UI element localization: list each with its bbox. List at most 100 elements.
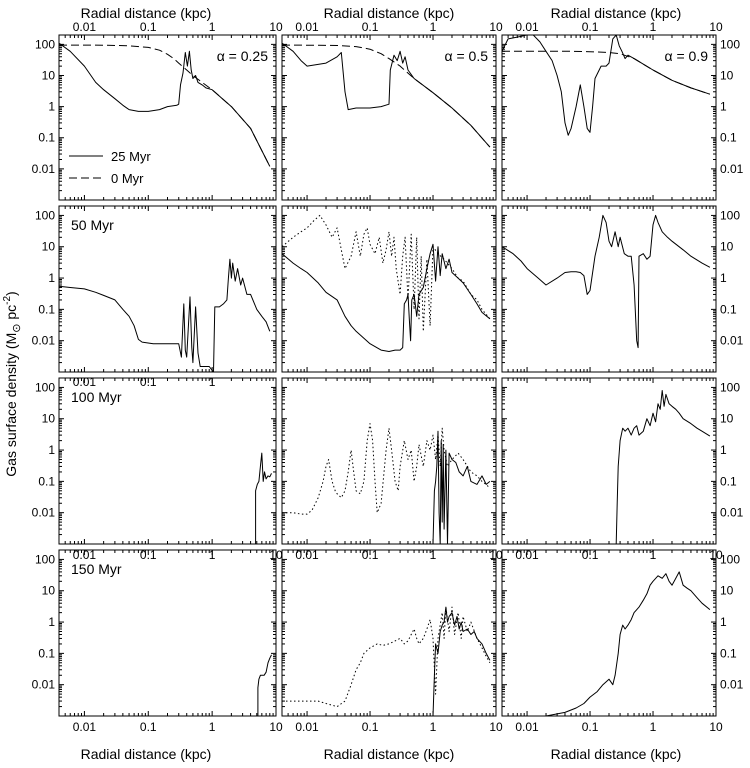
- y-tick-label: 1: [720, 100, 727, 114]
- x-tick-label: 0.01: [515, 720, 539, 734]
- x-tick-label: 10: [709, 20, 723, 34]
- panel-frame: [501, 377, 717, 545]
- y-tick-label: 1: [48, 443, 55, 457]
- y-tick-label: 0.01: [720, 678, 744, 692]
- top-xlabel-col-1: Radial distance (kpc): [324, 5, 455, 21]
- y-tick-label: 100: [35, 37, 55, 51]
- panel-r1-c1: [281, 205, 497, 373]
- y-tick-label: 0.01: [32, 678, 56, 692]
- legend-label: 0 Myr: [111, 171, 144, 186]
- series-line-solid: [432, 606, 491, 716]
- y-tick-label: 10: [720, 584, 734, 598]
- y-tick-label: 100: [720, 552, 740, 566]
- y-tick-label: 10: [42, 584, 56, 598]
- series-line-dashed: [282, 44, 491, 148]
- y-tick-label: 100: [720, 208, 740, 222]
- panel-frame: [281, 377, 497, 545]
- y-tick-label: 0.01: [720, 162, 744, 176]
- x-tick-label: 0.01: [295, 20, 319, 34]
- labels-layer: Radial distance (kpc) Radial distance (k…: [2, 5, 681, 762]
- y-tick-label: 10: [42, 68, 56, 82]
- ylabel-unit: pc: [3, 305, 19, 324]
- x-tick-label: 0.1: [362, 20, 379, 34]
- x-tick-label: 0.01: [73, 20, 97, 34]
- x-tick-label: 0.1: [582, 20, 599, 34]
- panel-frame: [281, 205, 497, 373]
- bottom-xlabel-col-0: Radial distance (kpc): [81, 746, 212, 762]
- series-line-solid: [59, 42, 271, 167]
- y-tick-label: 10: [720, 68, 734, 82]
- y-tick-label: 0.1: [720, 131, 737, 145]
- x-tick-label: 0.01: [515, 20, 539, 34]
- y-tick-label: 0.1: [720, 302, 737, 316]
- x-tick-label: 0.01: [73, 720, 97, 734]
- alpha-label: α = 0.9: [664, 48, 708, 64]
- series-line-solid: [257, 654, 272, 716]
- y-tick-label: 1: [720, 271, 727, 285]
- x-tick-label: 0.1: [140, 20, 157, 34]
- time-label: 100 Myr: [71, 389, 122, 405]
- y-tick-label: 1: [48, 615, 55, 629]
- x-tick-label: 10: [489, 720, 503, 734]
- series-line-dotted: [282, 423, 491, 515]
- y-tick-label: 10: [720, 240, 734, 254]
- x-tick-label: 0.1: [140, 720, 157, 734]
- ylabel-close: ): [3, 291, 19, 296]
- series-line-solid: [432, 430, 491, 544]
- x-tick-label: 10: [269, 720, 283, 734]
- panel-frame: [58, 34, 277, 201]
- y-tick-label: 100: [35, 380, 55, 394]
- x-tick-label: 1: [430, 20, 437, 34]
- series-line-solid: [282, 243, 491, 352]
- time-label: 150 Myr: [71, 561, 122, 577]
- top-xlabel-col-0: Radial distance (kpc): [81, 5, 212, 21]
- y-tick-label: 0.1: [720, 474, 737, 488]
- series-line-dashed: [59, 44, 271, 167]
- panel-frame: [58, 377, 277, 545]
- panel-frame: [501, 549, 717, 717]
- y-tick-label: 1: [720, 443, 727, 457]
- panel-r1-c2: 0.01 0.1 1 10 100: [501, 205, 744, 373]
- y-tick-label: 100: [720, 380, 740, 394]
- y-tick-label: 0.1: [38, 474, 55, 488]
- y-tick-label: 0.01: [720, 334, 744, 348]
- x-tick-label: 0.1: [362, 720, 379, 734]
- series-line-solid: [545, 571, 711, 716]
- alpha-label: α = 0.25: [217, 48, 269, 64]
- panel-frame: [58, 205, 277, 373]
- y-tick-label: 0.1: [38, 302, 55, 316]
- x-tick-label: 0.1: [582, 720, 599, 734]
- y-tick-label: 10: [720, 412, 734, 426]
- ylabel-exp: -2: [2, 296, 13, 305]
- y-tick-label: 100: [35, 552, 55, 566]
- x-tick-label: 1: [650, 720, 657, 734]
- series-line-dotted: [282, 214, 491, 332]
- y-tick-label: 0.1: [38, 646, 55, 660]
- bottom-xlabel-col-2: Radial distance (kpc): [551, 746, 682, 762]
- y-tick-label: 10: [42, 412, 56, 426]
- series-line-solid: [282, 42, 491, 148]
- panel-r0-c0: 0.01 0.1 1 10 0.01 0.1 1 10 100 α = 0.25 25 Myr 0 M…: [32, 20, 283, 201]
- y-tick-label: 1: [48, 100, 55, 114]
- panel-frame: [501, 205, 717, 373]
- y-tick-label: 0.01: [32, 506, 56, 520]
- series-line-solid: [615, 390, 711, 544]
- series-line-solid: [502, 214, 711, 349]
- bottom-xlabel-col-1: Radial distance (kpc): [324, 746, 455, 762]
- panel-r3-c1: 0.01 0.1 1 10: [281, 549, 503, 734]
- panel-frame: [58, 549, 277, 717]
- y-tick-label: 100: [35, 208, 55, 222]
- panel-r0-c2: 0.01 0.1 1 10 0.01 0.1 1 10 100 α = 0.9: [501, 20, 744, 201]
- x-tick-label: 10: [489, 20, 503, 34]
- y-tick-label: 0.01: [32, 162, 56, 176]
- y-axis-label: Gas surface density (M⊙ pc-2): [2, 291, 23, 476]
- panel-frame: [281, 549, 497, 717]
- x-tick-label: 10: [269, 20, 283, 34]
- x-tick-label: 1: [430, 720, 437, 734]
- x-tick-label: 1: [209, 20, 216, 34]
- y-tick-label: 0.01: [32, 334, 56, 348]
